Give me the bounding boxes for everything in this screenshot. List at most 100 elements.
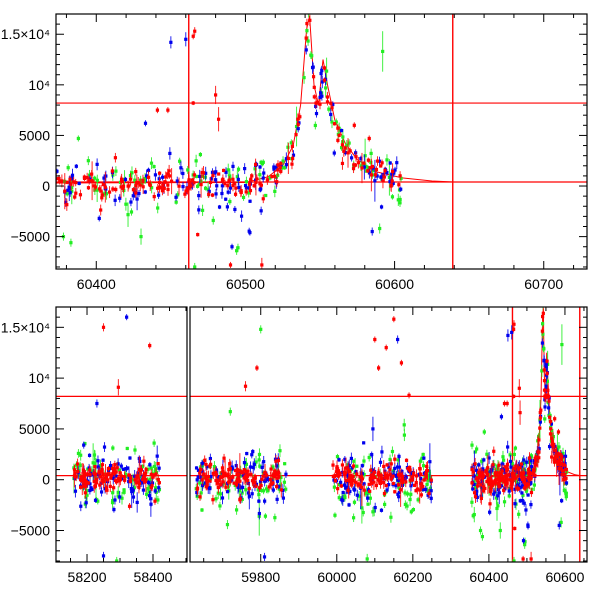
data-point	[370, 452, 374, 457]
data-point	[543, 405, 547, 409]
data-point	[136, 181, 140, 185]
data-point	[250, 453, 254, 457]
data-point	[74, 191, 78, 195]
data-point	[538, 426, 542, 430]
data-point	[193, 29, 197, 33]
data-point	[168, 151, 172, 156]
data-point	[348, 479, 352, 484]
data-point	[207, 189, 211, 193]
y-tick-label: −5000	[11, 523, 51, 539]
data-point	[370, 476, 374, 480]
data-point	[558, 453, 563, 457]
data-point	[231, 467, 235, 471]
data-point	[241, 485, 245, 489]
data-point	[506, 473, 510, 477]
data-point	[58, 180, 62, 184]
data-point	[236, 177, 240, 181]
data-point	[481, 467, 485, 471]
data-point	[398, 174, 402, 178]
data-point	[358, 475, 362, 479]
data-point	[513, 446, 518, 450]
data-point	[252, 184, 256, 188]
data-point	[249, 177, 253, 181]
y-tick-label: 10⁴	[28, 370, 50, 386]
data-point	[542, 379, 547, 383]
data-point	[100, 463, 105, 467]
data-point	[89, 486, 93, 490]
data-point	[225, 523, 230, 527]
data-point	[238, 469, 242, 473]
data-point	[473, 450, 477, 454]
data-point	[202, 472, 206, 476]
data-point	[402, 423, 406, 427]
data-point	[493, 479, 497, 483]
data-point	[347, 463, 351, 468]
data-point	[507, 494, 511, 498]
data-point	[393, 457, 397, 461]
data-point	[119, 185, 123, 189]
data-point	[382, 491, 387, 496]
data-point	[336, 487, 340, 491]
data-point	[128, 479, 132, 484]
data-point	[254, 484, 258, 488]
data-point	[311, 65, 315, 69]
data-point	[146, 175, 151, 179]
data-point	[214, 473, 219, 477]
data-point	[548, 415, 552, 419]
data-point	[157, 486, 161, 490]
data-point	[381, 179, 385, 183]
data-point	[257, 452, 262, 457]
data-point	[157, 481, 161, 485]
data-point	[60, 179, 64, 183]
data-point	[520, 475, 524, 479]
data-point	[564, 481, 569, 485]
data-point	[351, 478, 355, 483]
data-point	[520, 499, 524, 503]
data-point	[543, 417, 547, 421]
data-point	[512, 394, 516, 399]
data-point	[359, 164, 363, 168]
data-point	[115, 466, 119, 470]
data-point	[527, 474, 532, 478]
data-point	[519, 462, 523, 466]
data-point	[209, 462, 213, 466]
data-point	[113, 498, 117, 502]
data-point	[352, 500, 357, 504]
data-point	[533, 456, 537, 460]
data-point	[92, 453, 97, 457]
data-point	[196, 232, 200, 237]
data-point	[128, 456, 132, 460]
data-point	[226, 190, 230, 194]
data-point	[95, 477, 99, 482]
data-point	[389, 462, 393, 466]
data-point	[246, 473, 250, 477]
x-tick-label: 60000	[317, 569, 356, 585]
data-point	[382, 175, 386, 179]
data-point	[429, 489, 433, 493]
data-point	[279, 161, 283, 166]
data-point	[151, 475, 155, 479]
data-point	[101, 472, 105, 476]
data-point	[155, 454, 159, 458]
data-point	[197, 208, 201, 212]
data-point	[197, 193, 201, 198]
data-point	[508, 478, 512, 482]
data-point	[308, 18, 312, 22]
data-point	[141, 488, 146, 492]
data-point	[157, 488, 162, 492]
data-point	[121, 467, 126, 471]
data-point	[365, 490, 369, 494]
data-point	[361, 510, 365, 515]
data-point	[214, 468, 219, 472]
data-point	[314, 111, 319, 116]
data-point	[296, 122, 300, 127]
data-point	[346, 467, 350, 471]
data-point	[330, 120, 334, 124]
data-point	[143, 176, 147, 181]
data-point	[226, 168, 230, 172]
data-point	[306, 39, 310, 43]
data-point	[74, 180, 78, 185]
data-point	[250, 479, 255, 483]
data-point	[560, 499, 564, 503]
data-point	[559, 520, 563, 524]
